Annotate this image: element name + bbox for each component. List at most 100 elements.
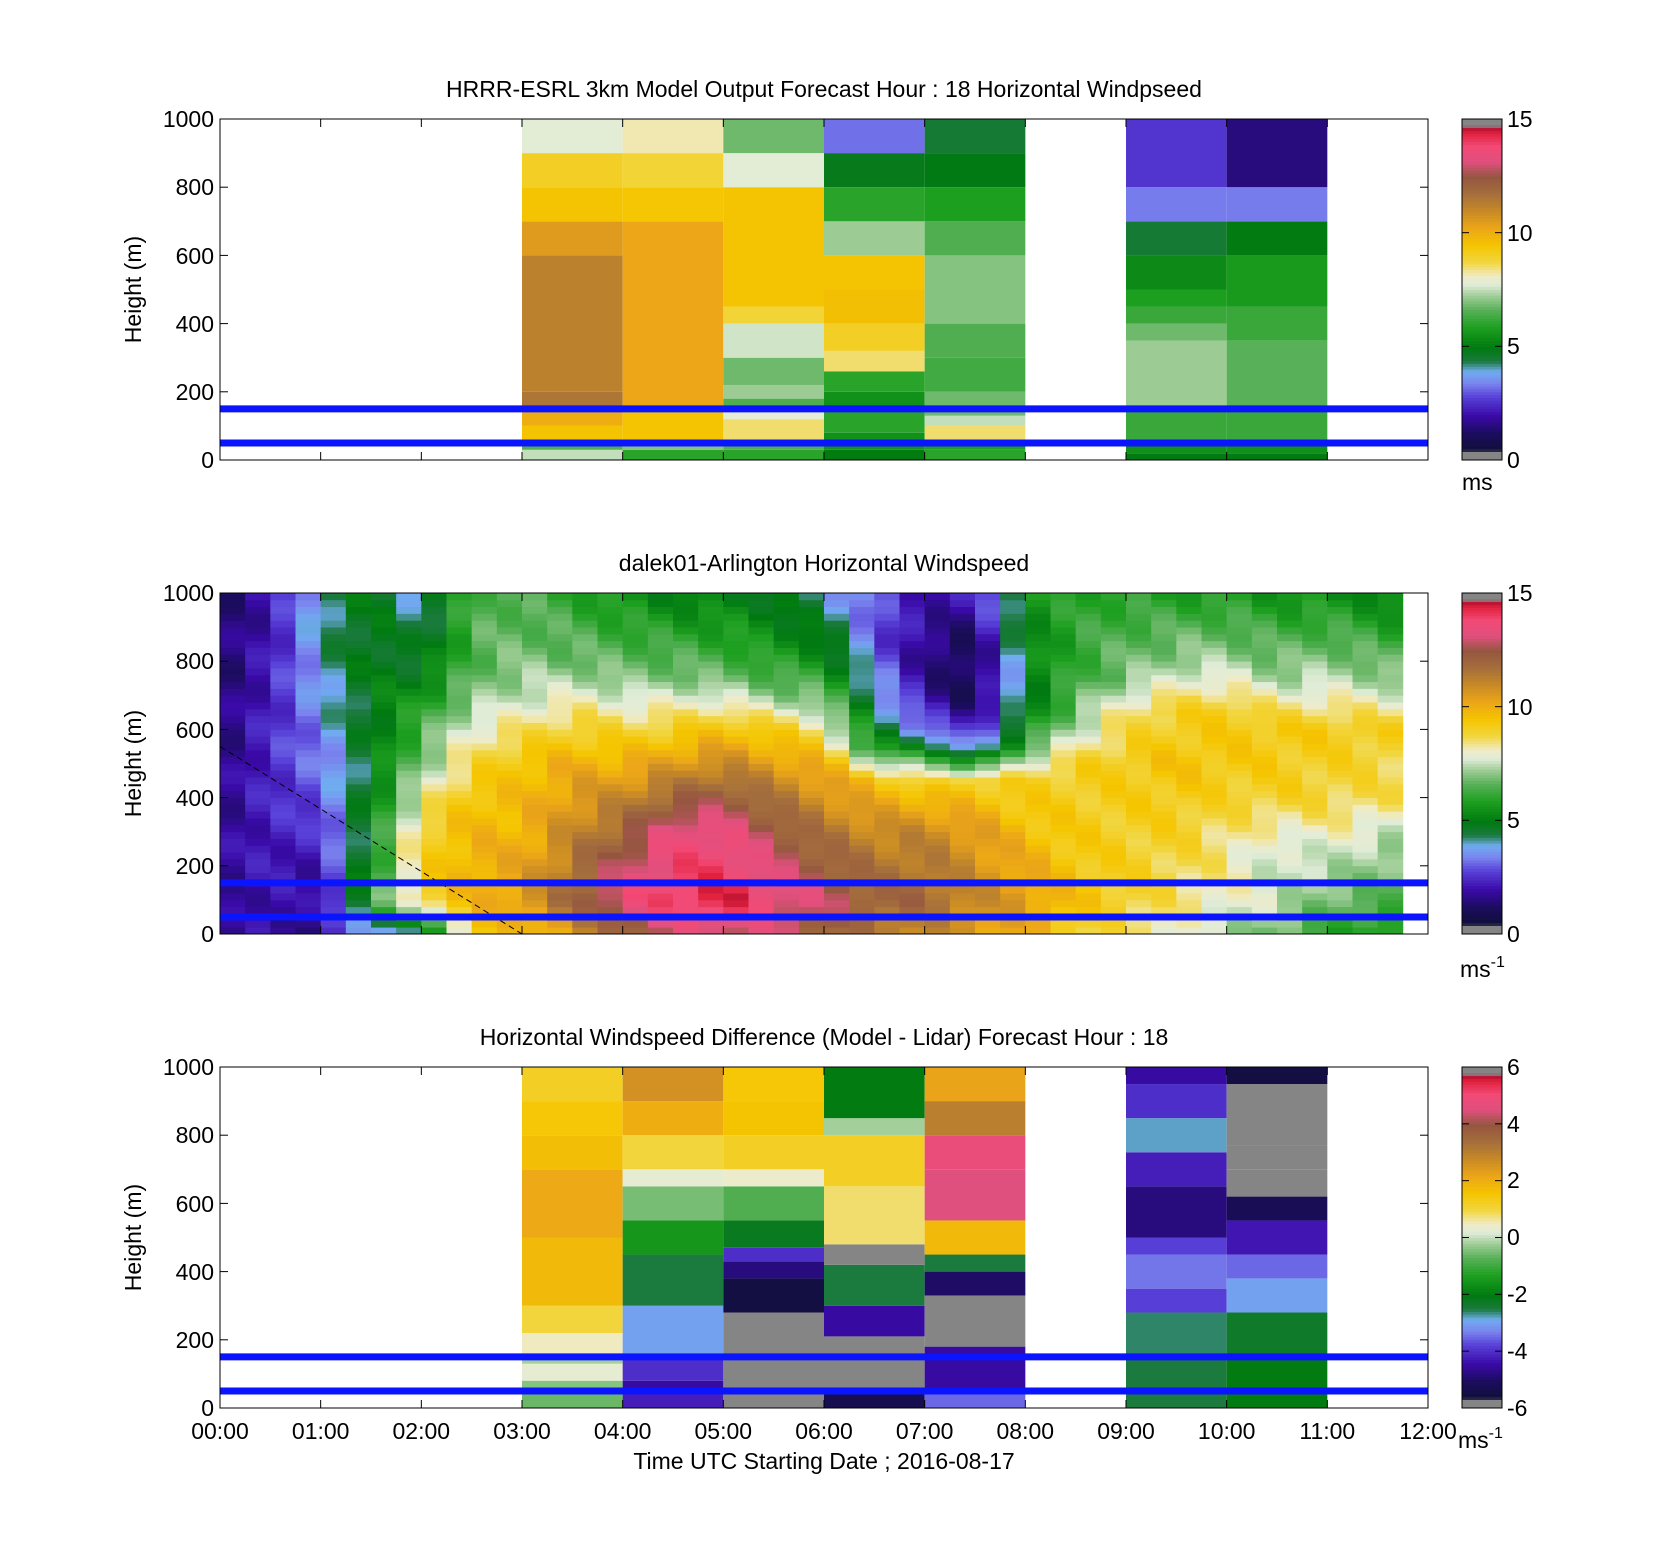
heatmap-cell (1377, 702, 1404, 710)
heatmap-cell (270, 824, 296, 833)
heatmap-cell (924, 1271, 1026, 1296)
heatmap-cell (924, 743, 951, 751)
heatmap-cell (396, 749, 422, 758)
y-tick-label: 200 (176, 379, 214, 405)
colorbar-swatch (1462, 119, 1502, 123)
heatmap-cell (899, 606, 926, 614)
colorbar-swatch (1462, 624, 1502, 628)
heatmap-cell (824, 811, 850, 819)
heatmap-cell (471, 920, 498, 928)
heatmap-cell (1226, 763, 1253, 771)
colorbar-unit-base: ms (1458, 1427, 1489, 1453)
heatmap-cell (899, 838, 926, 846)
heatmap-cell (1025, 818, 1051, 826)
colorbar-swatch (1462, 1371, 1502, 1375)
colorbar-swatch (1462, 718, 1502, 722)
heatmap-cell (471, 708, 498, 717)
heatmap-cell (220, 613, 246, 621)
colorbar-swatch (1462, 218, 1502, 222)
colorbar-swatch (1462, 1146, 1502, 1150)
heatmap-cell (874, 927, 900, 934)
heatmap-cell (421, 715, 447, 723)
heatmap-cell (471, 702, 498, 710)
heatmap-cell (1151, 872, 1177, 880)
heatmap-cell (723, 920, 749, 928)
heatmap-cell (471, 818, 498, 826)
heatmap-cell (824, 831, 850, 839)
colorbar-swatch (1462, 1226, 1502, 1230)
heatmap-cell (1176, 729, 1202, 737)
heatmap-cell (295, 633, 322, 642)
heatmap-cell (1201, 783, 1228, 792)
heatmap-cell (899, 599, 926, 608)
colorbar-unit-sup: -1 (1491, 954, 1505, 971)
heatmap-cell (446, 811, 473, 819)
colorbar-swatch (1462, 221, 1502, 225)
heatmap-cell (975, 852, 1001, 860)
heatmap-cell (798, 797, 825, 805)
heatmap-cell (320, 770, 347, 778)
heatmap-cell (1377, 804, 1404, 812)
heatmap-cell (547, 620, 573, 628)
heatmap-cell (798, 777, 825, 785)
heatmap-cell (345, 668, 372, 676)
heatmap-cell (899, 749, 926, 758)
colorbar-swatch (1462, 672, 1502, 676)
heatmap-cell (446, 899, 473, 908)
heatmap-cell (949, 627, 976, 635)
heatmap-cell (773, 606, 800, 614)
colorbar-swatch (1462, 1342, 1502, 1346)
heatmap-cell (1277, 797, 1303, 805)
heatmap-cell (723, 838, 749, 846)
heatmap-cell (849, 702, 875, 710)
heatmap-cell (572, 804, 598, 812)
heatmap-cell (899, 872, 926, 880)
heatmap-cell (371, 702, 397, 710)
heatmap-cell (1302, 722, 1328, 730)
heatmap-cell (220, 783, 246, 792)
heatmap-cell (1075, 599, 1102, 608)
heatmap-cell (1251, 920, 1278, 928)
heatmap-cell (874, 729, 900, 737)
heatmap-cell (849, 661, 875, 669)
heatmap-cell (748, 627, 775, 635)
heatmap-cell (547, 811, 573, 819)
heatmap-cell (622, 797, 649, 805)
colorbar-swatch (1462, 695, 1502, 699)
heatmap-cell (1100, 838, 1127, 846)
heatmap-cell (270, 927, 296, 934)
heatmap-cell (1126, 927, 1152, 934)
panel-model-heatmap (522, 119, 1328, 460)
heatmap-cell (1327, 906, 1353, 914)
panel-model-yticks: 0 200 400 600 800 1000 (163, 106, 214, 473)
colorbar-swatch (1462, 235, 1502, 239)
heatmap-cell (522, 255, 623, 392)
heatmap-cell (1151, 763, 1177, 771)
heatmap-cell (1100, 906, 1127, 914)
heatmap-cell (597, 756, 624, 764)
heatmap-cell (1151, 906, 1177, 914)
heatmap-cell (849, 668, 875, 676)
heatmap-cell (597, 872, 624, 880)
heatmap-cell (1025, 640, 1051, 648)
heatmap-cell (396, 893, 422, 901)
heatmap-cell (245, 811, 271, 819)
heatmap-cell (572, 715, 598, 723)
heatmap-cell (622, 412, 724, 440)
heatmap-cell (824, 255, 925, 290)
heatmap-cell (320, 722, 347, 730)
heatmap-cell (622, 715, 649, 723)
heatmap-cell (220, 886, 246, 894)
heatmap-cell (899, 818, 926, 826)
heatmap-cell (1151, 627, 1177, 635)
heatmap-cell (647, 633, 674, 642)
heatmap-cell (773, 886, 800, 894)
heatmap-cell (748, 811, 775, 819)
colorbar-swatch (1462, 249, 1502, 254)
heatmap-cell (975, 668, 1001, 676)
heatmap-cell (220, 620, 246, 628)
heatmap-cell (220, 640, 246, 648)
heatmap-cell (1302, 640, 1328, 648)
heatmap-cell (798, 654, 825, 662)
heatmap-cell (270, 668, 296, 676)
